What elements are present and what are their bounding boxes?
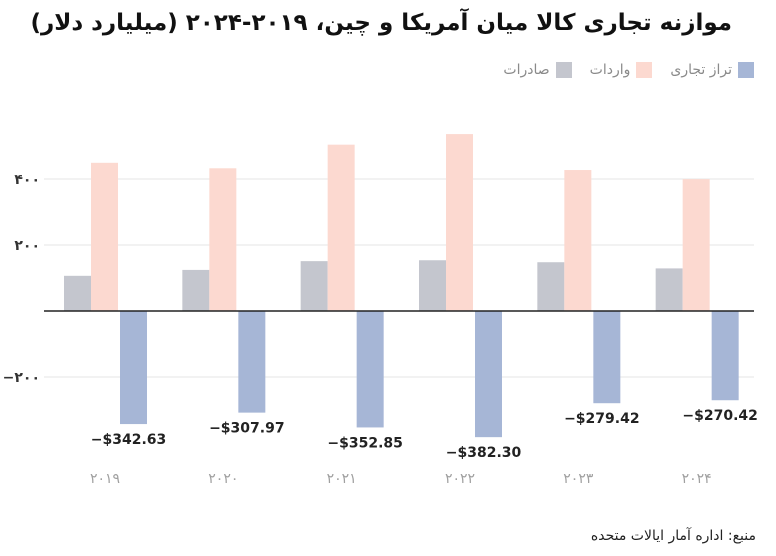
legend-swatch-imports	[636, 62, 653, 78]
source-note: منبع: اداره آمار ایالات متحده	[590, 528, 756, 544]
bar-exports	[64, 275, 91, 311]
chart-title: موازنه تجاری کالا میان آمریکا و چین، ۲۰۱…	[30, 10, 732, 36]
y-tick-label: ۲۰۰	[14, 238, 40, 254]
x-tick-label: ۲۰۲۴	[682, 471, 712, 487]
legend-item-balance: تراز تجاری	[670, 62, 754, 78]
bar-exports	[655, 268, 683, 311]
data-label: −$307.97	[209, 421, 285, 437]
data-label: −$382.30	[446, 445, 522, 461]
x-tick-label: ۲۰۲۳	[563, 471, 594, 487]
y-tick-label: ۴۰۰	[14, 172, 40, 188]
bar-imports	[327, 144, 355, 311]
bar-imports	[91, 162, 118, 311]
bar-exports	[300, 261, 328, 311]
legend-label-exports: صادرات	[503, 62, 550, 78]
bar-exports	[537, 262, 565, 311]
bar-balance	[120, 311, 147, 425]
bar-imports	[682, 179, 710, 311]
x-tick-label: ۲۰۲۰	[208, 471, 238, 487]
x-tick-label: ۲۰۲۱	[327, 471, 357, 487]
legend-swatch-exports	[555, 62, 572, 78]
data-label: −$279.42	[564, 411, 640, 427]
bar-imports	[209, 168, 237, 311]
data-label: −$342.63	[91, 432, 167, 448]
bar-balance	[238, 311, 266, 413]
bar-imports	[446, 134, 473, 311]
bar-imports	[564, 170, 592, 311]
data-label: −$352.85	[327, 435, 403, 451]
bar-balance	[711, 311, 739, 401]
x-tick-label: ۲۰۱۹	[90, 471, 120, 487]
legend-label-imports: واردات	[589, 62, 631, 78]
legend-label-balance: تراز تجاری	[670, 62, 732, 78]
bar-exports	[182, 269, 210, 311]
legend: تراز تجاری واردات صادرات	[503, 62, 754, 78]
legend-item-imports: واردات	[590, 62, 653, 78]
legend-item-exports: صادرات	[503, 62, 572, 78]
bar-exports	[419, 260, 446, 311]
bar-balance	[475, 311, 502, 438]
data-label: −$270.42	[682, 408, 758, 424]
y-tick-label: −۲۰۰	[3, 370, 40, 386]
bar-balance	[356, 311, 384, 428]
bar-balance	[593, 311, 621, 404]
x-tick-label: ۲۰۲۲	[445, 471, 475, 487]
legend-swatch-balance	[738, 62, 754, 78]
